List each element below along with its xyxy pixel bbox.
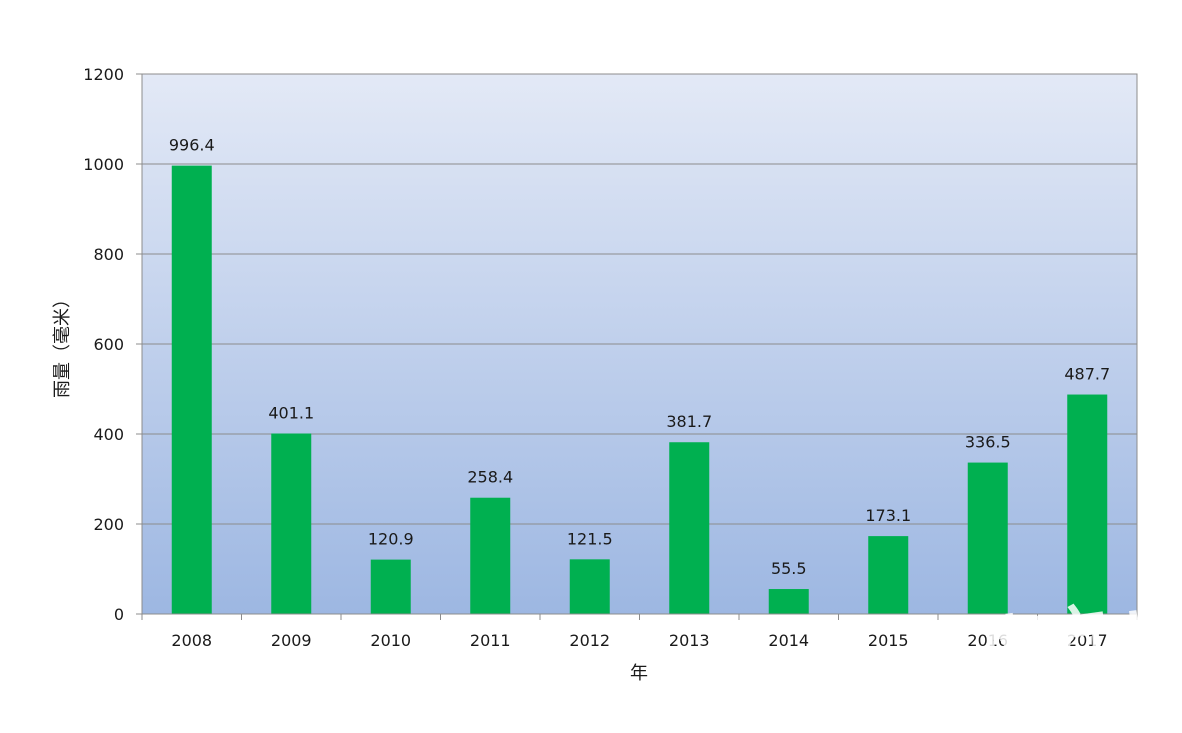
x-tick-label: 2015 — [868, 631, 909, 650]
y-tick-label: 400 — [93, 425, 124, 444]
y-axis-title: 雨量（毫米） — [52, 290, 73, 398]
data-label-2010: 120.9 — [368, 530, 414, 549]
x-tick-label: 2014 — [768, 631, 809, 650]
x-tick-label: 2008 — [171, 631, 212, 650]
data-label-2012: 121.5 — [567, 529, 613, 548]
bar-2008 — [171, 165, 212, 614]
x-tick-label: 2013 — [669, 631, 710, 650]
y-tick-label: 600 — [93, 335, 124, 354]
x-tick-label: 2012 — [569, 631, 610, 650]
data-label-2009: 401.1 — [268, 404, 314, 423]
y-tick-label: 1200 — [83, 65, 124, 84]
bar-2011 — [470, 497, 511, 614]
y-tick-label: 800 — [93, 245, 124, 264]
bar-2017 — [1067, 394, 1108, 614]
data-label-2011: 258.4 — [467, 468, 513, 487]
bar-2015 — [868, 536, 909, 614]
bar-2013 — [669, 442, 710, 614]
y-tick-label: 200 — [93, 515, 124, 534]
bar-2014 — [768, 589, 809, 614]
y-tick-label: 1000 — [83, 155, 124, 174]
data-label-2014: 55.5 — [771, 559, 807, 578]
data-label-2013: 381.7 — [666, 412, 712, 431]
data-labels: 996.4 401.1 120.9 258.4 121.5 381.7 55.5 173.1 3… — [169, 136, 1110, 578]
axis-ticks: 0 200 400 600 800 1000 1200 2008 2009 2010 2011 201… — [83, 65, 1138, 650]
x-tick-label: 2010 — [370, 631, 411, 650]
y-tick-label: 0 — [114, 605, 124, 624]
bar-2010 — [370, 559, 411, 614]
x-tick-label: 2016 — [967, 631, 1008, 650]
x-axis-title: 年 — [630, 663, 648, 684]
bar-2009 — [271, 433, 312, 614]
data-label-2016: 336.5 — [965, 433, 1011, 452]
data-label-2017: 487.7 — [1064, 365, 1110, 384]
x-tick-label: 2009 — [271, 631, 312, 650]
bar-2016 — [967, 462, 1008, 614]
x-tick-label: 2017 — [1067, 631, 1108, 650]
bar-2012 — [569, 559, 610, 614]
x-tick-label: 2011 — [470, 631, 511, 650]
data-label-2015: 173.1 — [865, 506, 911, 525]
data-label-2008: 996.4 — [169, 136, 215, 155]
bars — [171, 165, 1108, 614]
